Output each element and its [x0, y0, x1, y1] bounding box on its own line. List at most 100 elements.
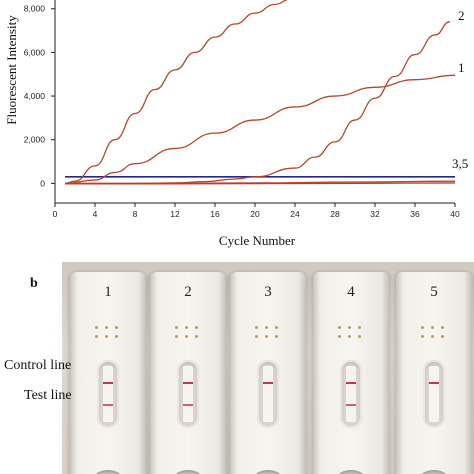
dot: [105, 335, 108, 338]
curve-label-2: 2: [458, 8, 465, 23]
sample-dots: [421, 326, 447, 340]
y-axis-label: Fluorescent Intensity: [4, 15, 19, 125]
control-line-label: Control line: [4, 358, 72, 373]
membrane: [346, 366, 356, 422]
sample-well: [94, 470, 122, 474]
dot: [185, 335, 188, 338]
dot: [421, 326, 424, 329]
strip-number: 5: [430, 284, 438, 300]
test-strip: 2: [150, 272, 226, 474]
test-line: [183, 404, 193, 406]
sample-well: [254, 470, 282, 474]
sample-dots: [175, 326, 201, 340]
membrane: [263, 366, 273, 422]
membrane: [103, 366, 113, 422]
sample-dots: [95, 326, 121, 340]
dot: [275, 326, 278, 329]
dot: [255, 326, 258, 329]
dot: [265, 335, 268, 338]
result-window: [257, 360, 279, 428]
strip-number: 3: [264, 284, 272, 300]
panel-b-lateral-flow-strips: b 1 2 3 4 5 Control line Test line: [0, 258, 474, 474]
series-layer: [64, 0, 456, 185]
dot: [115, 326, 118, 329]
test-strip: 1: [70, 272, 146, 474]
control-line: [429, 382, 439, 384]
control-line: [183, 382, 193, 384]
dot: [105, 326, 108, 329]
x-tick-label: 32: [370, 209, 380, 219]
x-tick-label: 0: [53, 209, 58, 219]
result-window: [423, 360, 445, 428]
strip-photo: 1 2 3 4 5: [62, 262, 474, 474]
test-line-label: Test line: [24, 388, 72, 403]
dot: [441, 335, 444, 338]
dot: [175, 326, 178, 329]
x-tick-label: 8: [133, 209, 138, 219]
sample-well: [337, 470, 365, 474]
x-axis-label: Cycle Number: [219, 233, 296, 248]
sample-well: [174, 470, 202, 474]
dot: [185, 326, 188, 329]
sample-well: [420, 470, 448, 474]
dot: [255, 335, 258, 338]
dot: [95, 326, 98, 329]
panel-a-amplification-chart: 0 4 8 12 16 20 24 28 32 36 40 0 2,000 4,000 6,000 8,000…: [4, 0, 468, 248]
y-tick-label: 2,000: [24, 135, 46, 145]
y-tick-label: 8,000: [24, 4, 46, 14]
x-tick-label: 16: [210, 209, 220, 219]
dot: [195, 326, 198, 329]
dot: [358, 326, 361, 329]
dot: [431, 335, 434, 338]
dot: [441, 326, 444, 329]
dot: [338, 326, 341, 329]
strip-number: 1: [104, 284, 112, 300]
dot: [421, 335, 424, 338]
y-tick-label: 4,000: [24, 91, 46, 101]
curve-label-3-5: 3,5: [452, 156, 468, 171]
dot: [431, 326, 434, 329]
y-tick-label: 6,000: [24, 47, 46, 57]
result-window: [177, 360, 199, 428]
test-strip: 5: [396, 272, 472, 474]
chart-axes: 0 4 8 12 16 20 24 28 32 36 40 0 2,000 4,000 6,000 8,000: [24, 0, 460, 219]
dot: [115, 335, 118, 338]
test-strip: 4: [313, 272, 389, 474]
dot: [358, 335, 361, 338]
sample-dots: [255, 326, 281, 340]
series-line-2: [65, 21, 451, 185]
strip-number: 2: [184, 284, 192, 300]
membrane: [183, 366, 193, 422]
dot: [265, 326, 268, 329]
panel-b-label: b: [30, 276, 38, 291]
control-line: [263, 382, 273, 384]
result-window: [340, 360, 362, 428]
dot: [275, 335, 278, 338]
chart-svg: 0 4 8 12 16 20 24 28 32 36 4002,0004,0006,0008,000…: [4, 0, 468, 248]
x-tick-label: 12: [170, 209, 180, 219]
dot: [348, 335, 351, 338]
result-window: [97, 360, 119, 428]
strip-number: 4: [347, 284, 355, 300]
x-tick-label: 20: [250, 209, 260, 219]
test-line: [346, 404, 356, 406]
x-tick-label: 40: [450, 209, 460, 219]
x-tick-label: 4: [93, 209, 98, 219]
membrane: [429, 366, 439, 422]
curve-label-layer: 213,5: [452, 8, 468, 171]
series-line-1: [64, 0, 288, 185]
control-line: [346, 382, 356, 384]
dot: [348, 326, 351, 329]
sample-dots: [338, 326, 364, 340]
series-line-5: [65, 182, 456, 185]
dot: [175, 335, 178, 338]
y-tick-label: 0: [40, 178, 45, 188]
curve-label-1: 1: [458, 60, 465, 75]
dot: [195, 335, 198, 338]
x-tick-label: 36: [410, 209, 420, 219]
control-line: [103, 382, 113, 384]
test-strip: 3: [230, 272, 306, 474]
x-tick-label: 24: [290, 209, 300, 219]
x-tick-label: 28: [330, 209, 340, 219]
dot: [95, 335, 98, 338]
